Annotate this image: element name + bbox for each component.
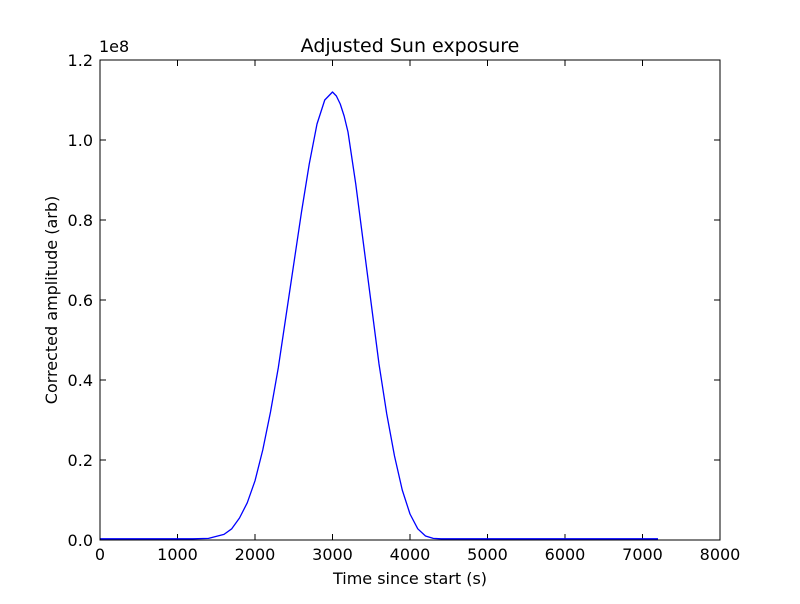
chart-title: Adjusted Sun exposure bbox=[301, 35, 520, 57]
y-axis-label: Corrected amplitude (arb) bbox=[42, 196, 61, 404]
y-tick-label: 1.2 bbox=[68, 51, 93, 70]
x-tick-label: 6000 bbox=[545, 545, 586, 564]
y-tick-label: 1.0 bbox=[68, 131, 93, 150]
plot-frame bbox=[99, 59, 721, 541]
series-layer bbox=[100, 91, 658, 540]
y-tick-label: 0.0 bbox=[68, 531, 93, 550]
x-tick-label: 4000 bbox=[390, 545, 431, 564]
x-tick-label: 3000 bbox=[312, 545, 353, 564]
y-tick-label: 0.8 bbox=[68, 211, 93, 230]
x-tick-label: 1000 bbox=[157, 545, 198, 564]
x-axis-label: Time since start (s) bbox=[332, 569, 487, 588]
y-tick-label: 0.4 bbox=[68, 371, 93, 390]
x-tick-label: 0 bbox=[95, 545, 105, 564]
x-tick-label: 5000 bbox=[467, 545, 508, 564]
x-tick-label: 2000 bbox=[235, 545, 276, 564]
y-tick-label: 0.6 bbox=[68, 291, 93, 310]
y-offset-label: 1e8 bbox=[99, 37, 129, 56]
series-line bbox=[100, 91, 658, 540]
x-tick-label: 8000 bbox=[700, 545, 741, 564]
ticks-layer: 0 1000 2000 3000 4000 5000 6000 7000 8000 0.0 0.2 0… bbox=[68, 51, 741, 564]
y-tick-label: 0.2 bbox=[68, 451, 93, 470]
x-tick-label: 7000 bbox=[622, 545, 663, 564]
